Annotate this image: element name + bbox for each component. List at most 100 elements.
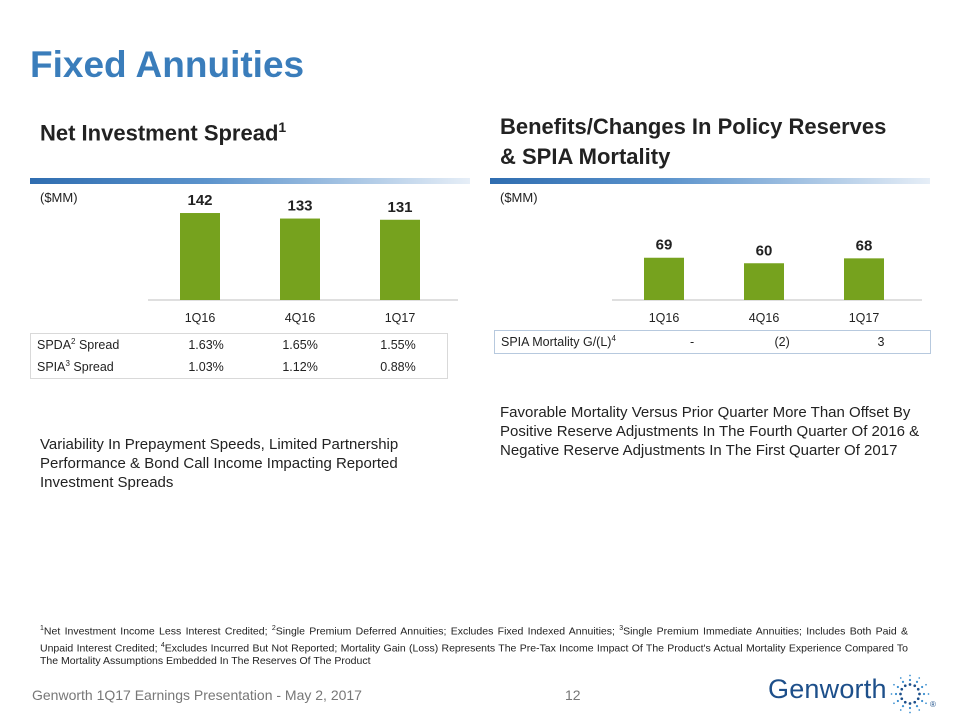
right-section-heading-line2: & SPIA Mortality bbox=[500, 144, 671, 169]
genworth-star-icon bbox=[890, 674, 930, 714]
logo-dot bbox=[896, 699, 899, 703]
logo-dot bbox=[908, 683, 912, 686]
logo-dot bbox=[922, 692, 926, 696]
footnote-text: Single Premium Deferred Annuities; Exclu… bbox=[275, 625, 620, 638]
logo-dot bbox=[899, 692, 902, 696]
left-table-row-label: SPIA3 Spread bbox=[37, 359, 114, 375]
right-table-row: SPIA Mortality G/(L)4 - (2) 3 bbox=[495, 331, 931, 354]
logo-dot bbox=[901, 680, 905, 683]
logo-dot bbox=[915, 680, 919, 683]
left-section-title: Net Investment Spread1 bbox=[40, 112, 286, 148]
right-chart-value-label: 60 bbox=[756, 242, 773, 259]
left-spread-table: SPDA2 Spread 1.63% 1.65% 1.55% SPIA3 Spread 1… bbox=[30, 333, 448, 379]
footnote-text: Net Investment Income Less Interest Cred… bbox=[43, 625, 272, 638]
logo-dot bbox=[918, 709, 921, 711]
left-chart-bar-1q16 bbox=[180, 213, 220, 300]
logo-dot bbox=[921, 685, 924, 689]
logo-dot bbox=[899, 677, 902, 679]
logo-dot bbox=[900, 687, 904, 691]
left-table-row: SPIA3 Spread 1.03% 1.12% 0.88% bbox=[31, 356, 448, 379]
logo-dot bbox=[921, 699, 924, 703]
footer-text: Genworth 1Q17 Earnings Presentation - Ma… bbox=[32, 687, 362, 703]
logo-dot bbox=[915, 705, 919, 708]
logo-dot bbox=[896, 685, 899, 689]
logo-dot bbox=[893, 702, 895, 705]
left-table-row-label: SPDA2 Spread bbox=[37, 337, 120, 353]
right-chart-value-label: 68 bbox=[856, 237, 873, 254]
right-unit-label: ($MM) bbox=[500, 190, 538, 205]
logo-dot bbox=[913, 700, 917, 704]
right-chart-category-label: 1Q17 bbox=[849, 311, 880, 325]
footnote-ref-1: 1 bbox=[40, 625, 44, 632]
logo-dot bbox=[918, 692, 921, 696]
left-chart-bar-1q17 bbox=[380, 219, 420, 300]
left-chart-category-label: 4Q16 bbox=[285, 311, 316, 325]
right-section-rule bbox=[490, 178, 930, 184]
page-number: 12 bbox=[565, 687, 581, 703]
left-chart-value-label: 142 bbox=[187, 192, 212, 209]
logo-dot bbox=[903, 684, 907, 688]
logo-dot bbox=[899, 709, 902, 711]
right-section-title: Benefits/Changes In Policy Reserves & SP… bbox=[500, 112, 886, 172]
logo-dot bbox=[894, 692, 898, 696]
footnote-ref-4: 4 bbox=[160, 641, 165, 649]
right-section-heading-line1: Benefits/Changes In Policy Reserves bbox=[500, 114, 887, 139]
logo-dot bbox=[913, 684, 917, 688]
logo-dot bbox=[916, 697, 920, 701]
footnote-ref-2: 2 bbox=[271, 625, 276, 632]
left-section-heading: Net Investment Spread bbox=[40, 120, 279, 146]
logo-dot bbox=[916, 687, 920, 691]
left-unit-label: ($MM) bbox=[40, 190, 78, 205]
logo-dot bbox=[909, 711, 911, 714]
logo-dot bbox=[925, 702, 927, 705]
logo-dot bbox=[890, 693, 893, 695]
left-table-cell: 1.03% bbox=[188, 360, 224, 374]
logo-dot bbox=[925, 683, 927, 686]
footnote-text: Excludes Incurred But Not Reported; Mort… bbox=[40, 642, 908, 667]
right-table-cell: 3 bbox=[877, 335, 885, 349]
footnote-ref-3: 3 bbox=[619, 625, 624, 632]
left-note: Variability In Prepayment Speeds, Limite… bbox=[40, 436, 399, 491]
right-table-cell: (2) bbox=[774, 335, 790, 349]
logo-dot bbox=[909, 674, 911, 677]
left-table-cell: 0.88% bbox=[380, 360, 416, 374]
logo-dot bbox=[927, 693, 930, 695]
policy-reserves-chart: 69 1Q16 60 4Q16 68 1Q17 bbox=[612, 237, 922, 325]
logo-dot bbox=[908, 678, 912, 682]
logo-dot bbox=[900, 697, 904, 701]
right-mortality-table: SPIA Mortality G/(L)4 - (2) 3 bbox=[494, 330, 931, 354]
logo-dot bbox=[901, 705, 905, 708]
right-chart-bar-1q16 bbox=[644, 257, 684, 300]
left-chart-category-label: 1Q16 bbox=[185, 311, 216, 325]
genworth-logo: Genworth bbox=[768, 674, 887, 704]
left-table-cell: 1.12% bbox=[282, 360, 318, 374]
page-title: Fixed Annuities bbox=[30, 44, 305, 85]
logo-dot bbox=[903, 700, 907, 704]
logo-dot bbox=[893, 683, 895, 686]
left-table-cell: 1.55% bbox=[380, 338, 416, 352]
left-chart-bar-4q16 bbox=[280, 218, 320, 300]
left-section-rule bbox=[30, 178, 470, 184]
left-table-cell: 1.63% bbox=[188, 338, 224, 352]
right-chart-category-label: 4Q16 bbox=[749, 311, 780, 325]
left-table-row: SPDA2 Spread 1.63% 1.65% 1.55% bbox=[31, 334, 448, 357]
right-chart-category-label: 1Q16 bbox=[649, 311, 680, 325]
right-table-cell: - bbox=[690, 335, 695, 349]
left-heading-footnote-ref: 1 bbox=[278, 119, 287, 135]
right-table-row-label: SPIA Mortality G/(L)4 bbox=[501, 334, 616, 350]
registered-mark: ® bbox=[930, 700, 936, 709]
net-investment-spread-chart: 142 1Q16 133 4Q16 131 1Q17 bbox=[148, 192, 458, 325]
logo-dot bbox=[908, 702, 912, 705]
left-table-cell: 1.65% bbox=[282, 338, 318, 352]
right-chart-bar-4q16 bbox=[744, 263, 784, 300]
footnote: 1Net Investment Income Less Interest Cre… bbox=[40, 622, 908, 668]
right-chart-value-label: 69 bbox=[656, 237, 673, 254]
left-chart-value-label: 133 bbox=[287, 198, 312, 215]
right-chart-bar-1q17 bbox=[844, 258, 884, 300]
footnote-text: Single Premium Immediate Annuities; Incl… bbox=[40, 625, 908, 655]
left-chart-value-label: 131 bbox=[387, 199, 412, 216]
right-note: Favorable Mortality Versus Prior Quarter… bbox=[500, 404, 920, 459]
left-chart-category-label: 1Q17 bbox=[385, 311, 416, 325]
logo-dot bbox=[918, 677, 921, 679]
logo-dot bbox=[908, 706, 912, 710]
